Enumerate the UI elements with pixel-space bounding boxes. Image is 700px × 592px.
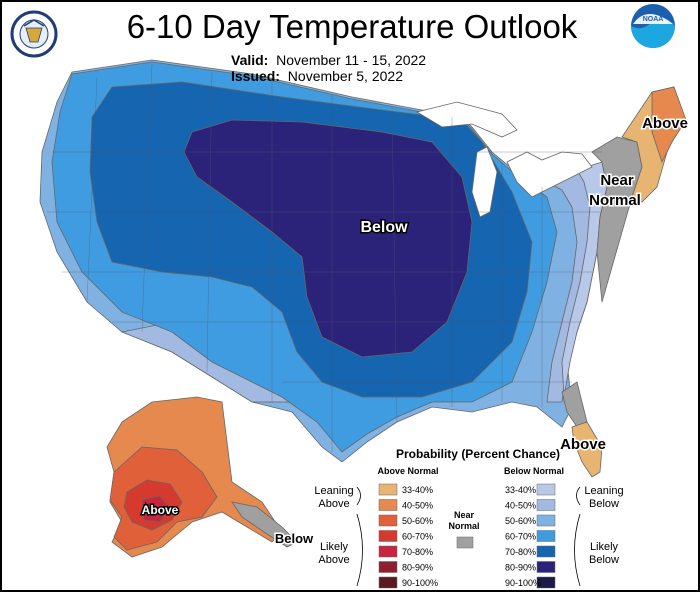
label-above-northeast: Above — [642, 115, 688, 132]
legend-likely-above-2: Above — [318, 554, 349, 566]
legend-below-range-label: 90-100% — [505, 578, 541, 588]
label-below-central: Below — [360, 219, 408, 236]
legend-title: Probability (Percent Chance) — [396, 447, 560, 461]
valid-value: November 11 - 15, 2022 — [276, 52, 427, 68]
label-near-normal-2: Normal — [589, 192, 641, 209]
legend-leaning-below-2: Below — [589, 498, 619, 510]
valid-row: Valid: November 11 - 15, 2022 — [231, 52, 426, 68]
legend-above-range-label: 70-80% — [402, 547, 433, 557]
florida-above-33-40 — [571, 421, 603, 478]
alaska-above-70-80 — [141, 495, 171, 523]
legend-below-swatch — [536, 514, 556, 527]
page-title: 6-10 Day Temperature Outlook — [126, 8, 578, 45]
label-above-florida: Above — [560, 436, 606, 453]
legend-above-swatch — [378, 483, 398, 496]
legend-below-swatch — [536, 576, 556, 589]
legend-above-swatch — [378, 545, 398, 558]
legend-below-swatch — [536, 530, 556, 542]
valid-label: Valid: — [231, 52, 269, 68]
svg-text:NOAA: NOAA — [643, 16, 664, 23]
great-lakes — [415, 101, 593, 218]
conus-80-90-core — [183, 119, 473, 358]
legend-likely-below-1: Likely — [590, 541, 619, 553]
legend-likely-above-1: Likely — [320, 541, 349, 553]
legend-near-swatch — [456, 536, 474, 549]
issued-row: Issued: November 5, 2022 — [231, 68, 403, 84]
legend-above-swatch — [378, 530, 398, 542]
legend-below-range-label: 60-70% — [505, 532, 536, 542]
legend-above-swatch — [378, 499, 398, 511]
legend-below-range-label: 33-40% — [505, 485, 536, 495]
legend-above-range-label: 90-100% — [402, 578, 438, 588]
legend-above-range-label: 33-40% — [402, 485, 433, 495]
legend-above-range-label: 50-60% — [402, 516, 433, 526]
legend-leaning-below-1: Leaning — [584, 485, 623, 497]
label-near-normal-1: Near — [600, 172, 634, 189]
state-lines — [47, 63, 602, 452]
alaska-panhandle-near — [231, 501, 298, 548]
legend-above-swatch — [378, 576, 398, 589]
label-below-alaska: Below — [275, 531, 314, 546]
legend-likely-below-2: Below — [589, 554, 619, 566]
legend-near-label-2: Normal — [448, 521, 479, 531]
legend-above-swatch — [378, 514, 398, 527]
legend-below-range-label: 40-50% — [505, 501, 536, 511]
legend-below-header: Below Normal — [504, 466, 564, 476]
legend-leaning-above-2: Above — [318, 498, 349, 510]
northeast-above-40-50 — [651, 86, 687, 164]
commerce-seal-icon — [10, 10, 58, 58]
issued-value: November 5, 2022 — [287, 68, 403, 84]
legend-above-range-label: 40-50% — [402, 501, 433, 511]
label-above-alaska: Above — [142, 503, 179, 517]
legend-above-header: Above Normal — [377, 466, 438, 476]
issued-label: Issued: — [231, 68, 281, 84]
legend-below-range-label: 50-60% — [505, 516, 536, 526]
legend-below-swatch — [536, 561, 556, 573]
legend-above-swatch — [378, 561, 398, 573]
legend-below-swatch — [536, 483, 556, 496]
noaa-logo-icon: NOAA — [631, 4, 675, 48]
legend-near-label-1: Near — [454, 510, 475, 520]
legend-above-range-label: 80-90% — [402, 563, 433, 573]
northeast-near-normal — [591, 136, 643, 303]
legend-below-range-label: 80-90% — [505, 563, 536, 573]
legend-below-range-label: 70-80% — [505, 547, 536, 557]
legend-below-swatch — [536, 499, 556, 511]
legend-leaning-above-1: Leaning — [314, 485, 353, 497]
legend-below-swatch — [536, 545, 556, 558]
legend: Probability (Percent Chance) Above Norma… — [314, 447, 624, 589]
legend-above-range-label: 60-70% — [402, 532, 433, 542]
